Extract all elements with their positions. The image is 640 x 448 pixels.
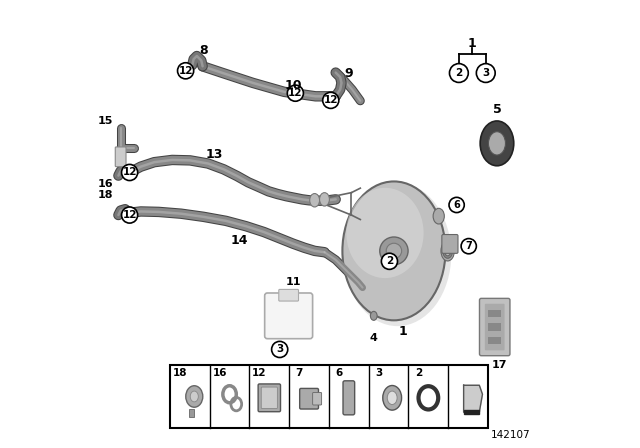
Text: 14: 14 bbox=[230, 234, 248, 247]
Circle shape bbox=[287, 85, 303, 101]
Text: 3: 3 bbox=[276, 345, 284, 354]
Text: 1: 1 bbox=[468, 37, 477, 50]
Ellipse shape bbox=[344, 183, 451, 326]
Ellipse shape bbox=[342, 181, 445, 320]
Circle shape bbox=[476, 64, 495, 82]
Text: 15: 15 bbox=[97, 116, 113, 126]
Text: 12: 12 bbox=[252, 368, 267, 378]
FancyBboxPatch shape bbox=[313, 392, 322, 405]
Polygon shape bbox=[463, 410, 479, 414]
Text: 17: 17 bbox=[492, 360, 508, 370]
Text: 12: 12 bbox=[122, 168, 137, 177]
Circle shape bbox=[449, 64, 468, 82]
Text: 7: 7 bbox=[296, 368, 303, 378]
Ellipse shape bbox=[488, 132, 506, 155]
Bar bbox=[189, 409, 195, 417]
Circle shape bbox=[122, 207, 138, 223]
Text: 13: 13 bbox=[206, 148, 223, 161]
Ellipse shape bbox=[445, 246, 451, 256]
Text: 18: 18 bbox=[98, 190, 114, 200]
Text: 142107: 142107 bbox=[491, 430, 531, 440]
Text: 2: 2 bbox=[415, 368, 422, 378]
Text: 1: 1 bbox=[399, 325, 407, 338]
Ellipse shape bbox=[380, 237, 408, 265]
Ellipse shape bbox=[386, 243, 402, 258]
FancyBboxPatch shape bbox=[115, 147, 126, 167]
Text: 10: 10 bbox=[284, 78, 302, 92]
Text: 12: 12 bbox=[179, 66, 193, 76]
Text: 3: 3 bbox=[375, 368, 382, 378]
FancyBboxPatch shape bbox=[479, 298, 510, 356]
FancyBboxPatch shape bbox=[279, 289, 298, 301]
Circle shape bbox=[461, 238, 476, 254]
Text: 18: 18 bbox=[173, 368, 187, 378]
Ellipse shape bbox=[480, 121, 514, 166]
Bar bbox=[488, 337, 502, 344]
Text: 12: 12 bbox=[288, 88, 303, 98]
Bar bbox=[488, 310, 502, 317]
Circle shape bbox=[271, 341, 288, 358]
Text: 11: 11 bbox=[285, 277, 301, 287]
Text: 7: 7 bbox=[465, 241, 472, 251]
Ellipse shape bbox=[310, 194, 319, 207]
FancyBboxPatch shape bbox=[485, 304, 504, 350]
FancyBboxPatch shape bbox=[300, 388, 319, 409]
Circle shape bbox=[381, 253, 397, 269]
Ellipse shape bbox=[441, 241, 454, 261]
Text: 6: 6 bbox=[335, 368, 342, 378]
Text: 2: 2 bbox=[386, 256, 393, 266]
Ellipse shape bbox=[190, 391, 198, 402]
Polygon shape bbox=[463, 385, 483, 412]
Bar bbox=[488, 323, 502, 331]
Circle shape bbox=[449, 197, 464, 213]
Bar bbox=[170, 365, 488, 428]
FancyBboxPatch shape bbox=[261, 387, 277, 409]
Ellipse shape bbox=[319, 193, 330, 206]
Text: 6: 6 bbox=[453, 200, 460, 210]
Circle shape bbox=[323, 92, 339, 108]
FancyBboxPatch shape bbox=[265, 293, 312, 339]
Text: 8: 8 bbox=[199, 43, 208, 57]
FancyBboxPatch shape bbox=[258, 384, 280, 412]
Text: 16: 16 bbox=[212, 368, 227, 378]
Text: 9: 9 bbox=[345, 67, 353, 81]
Text: 2: 2 bbox=[455, 68, 463, 78]
Text: 12: 12 bbox=[323, 95, 338, 105]
Ellipse shape bbox=[186, 386, 203, 407]
Text: 16: 16 bbox=[98, 179, 114, 189]
Circle shape bbox=[177, 63, 194, 79]
FancyBboxPatch shape bbox=[343, 381, 355, 415]
Text: 5: 5 bbox=[493, 103, 501, 116]
Ellipse shape bbox=[371, 311, 377, 320]
Circle shape bbox=[122, 164, 138, 181]
Text: 4: 4 bbox=[370, 333, 378, 343]
Text: 12: 12 bbox=[122, 210, 137, 220]
Ellipse shape bbox=[443, 244, 452, 258]
Ellipse shape bbox=[433, 208, 444, 224]
Text: 3: 3 bbox=[482, 68, 490, 78]
Ellipse shape bbox=[387, 391, 397, 405]
Ellipse shape bbox=[346, 188, 424, 278]
FancyBboxPatch shape bbox=[442, 235, 458, 254]
Ellipse shape bbox=[383, 385, 401, 410]
